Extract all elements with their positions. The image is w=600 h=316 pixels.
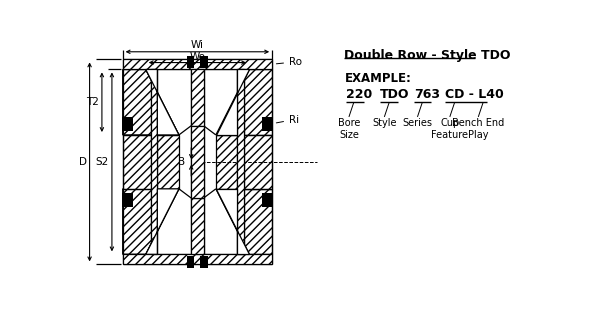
Polygon shape: [216, 70, 249, 135]
Text: EXAMPLE:: EXAMPLE:: [344, 72, 412, 85]
Text: Double Row - Style TDO: Double Row - Style TDO: [344, 49, 511, 62]
Text: Wo: Wo: [190, 52, 205, 62]
Text: TDO: TDO: [380, 88, 409, 101]
Bar: [262, 193, 273, 207]
Bar: [187, 56, 194, 68]
Polygon shape: [216, 189, 272, 254]
Bar: [200, 56, 208, 68]
Text: Style: Style: [372, 118, 397, 128]
Text: Cup
Feature: Cup Feature: [431, 118, 469, 140]
Text: Series: Series: [403, 118, 433, 128]
Polygon shape: [151, 70, 157, 254]
Text: CD - L40: CD - L40: [445, 88, 503, 101]
Polygon shape: [123, 59, 272, 70]
Bar: [262, 117, 273, 131]
Text: S2: S2: [95, 157, 109, 167]
Polygon shape: [191, 126, 203, 198]
Text: Bore
Size: Bore Size: [338, 118, 360, 140]
Text: Ri: Ri: [277, 114, 299, 125]
Polygon shape: [238, 70, 244, 254]
Polygon shape: [123, 189, 179, 254]
Polygon shape: [191, 70, 203, 126]
Text: T2: T2: [86, 97, 99, 107]
Bar: [200, 256, 208, 268]
Bar: [122, 117, 133, 131]
Text: Bench End
Play: Bench End Play: [452, 118, 505, 140]
Text: 220: 220: [346, 88, 372, 101]
Text: B: B: [178, 157, 185, 167]
Text: Wi: Wi: [191, 40, 204, 50]
Text: Ro: Ro: [277, 57, 302, 67]
Polygon shape: [123, 135, 179, 189]
Polygon shape: [216, 189, 249, 254]
Bar: [187, 256, 194, 268]
Text: 763: 763: [414, 88, 440, 101]
Polygon shape: [123, 254, 272, 264]
Polygon shape: [146, 189, 179, 254]
Polygon shape: [216, 135, 272, 189]
Polygon shape: [216, 70, 272, 135]
Polygon shape: [123, 70, 179, 135]
Polygon shape: [191, 198, 203, 254]
Polygon shape: [146, 70, 179, 135]
Text: D: D: [79, 157, 86, 167]
Bar: [122, 193, 133, 207]
